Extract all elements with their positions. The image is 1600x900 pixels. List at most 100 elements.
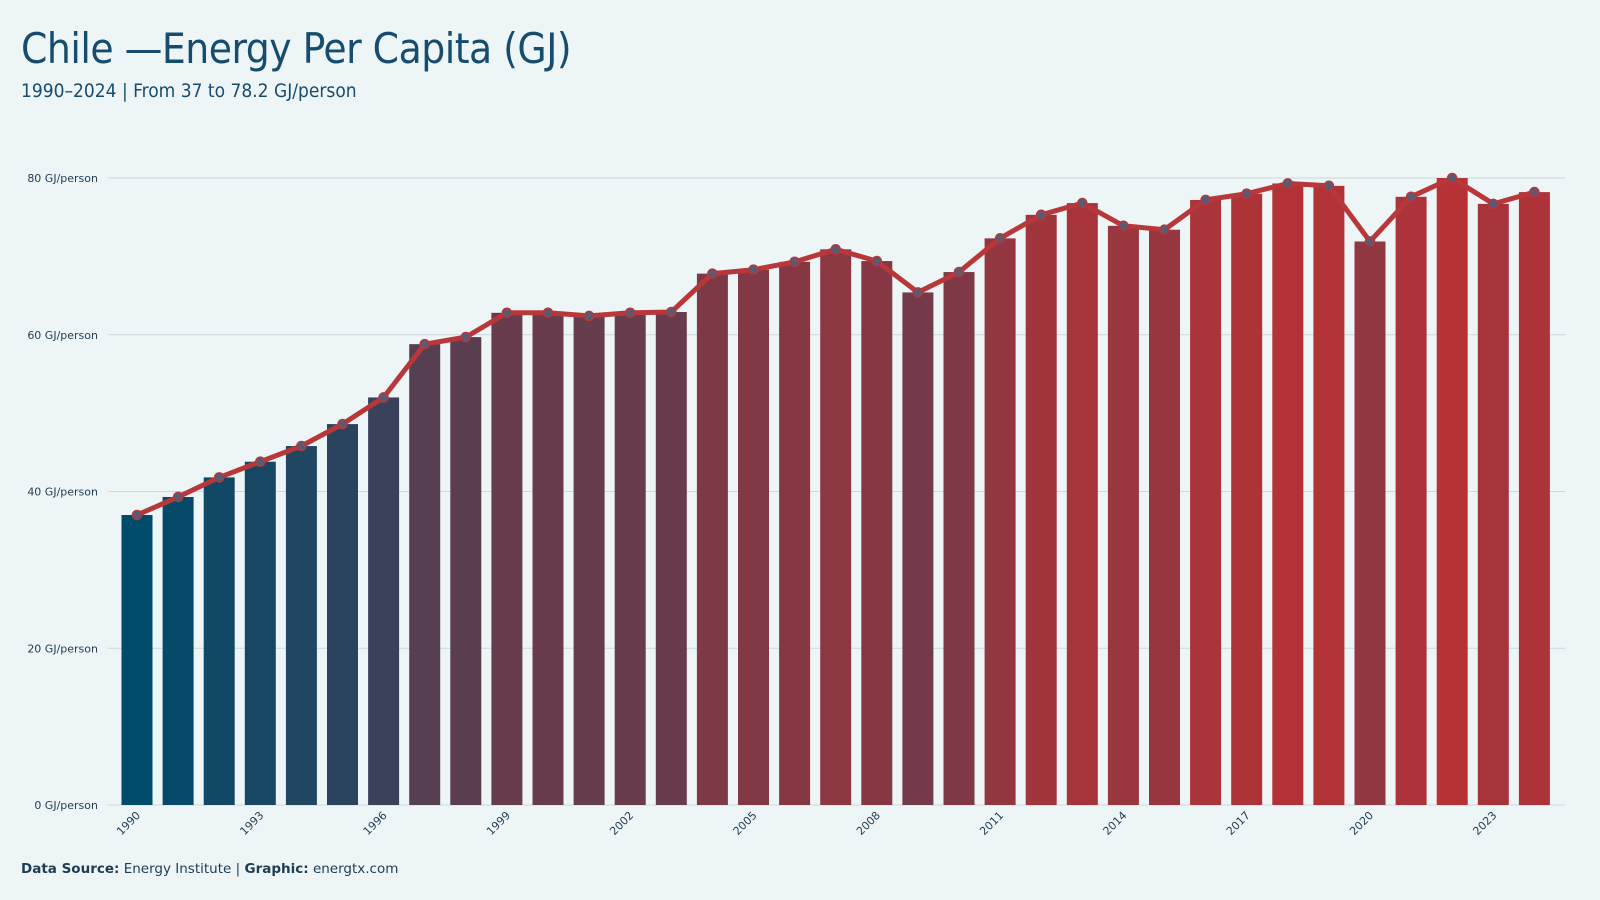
graphic-label: Graphic: [244,861,309,877]
chart-title: Chile —Energy Per Capita (GJ) [21,24,572,73]
source-value: Energy Institute [123,861,232,877]
data-point [1364,236,1376,247]
data-point [953,266,965,278]
bar [327,424,358,805]
bar [244,461,276,805]
bar [450,337,482,805]
data-point [1077,197,1088,209]
data-point [296,440,307,452]
data-point [830,244,842,255]
footer-separator: | [235,861,241,877]
x-tick-label: 2020 [1347,809,1376,838]
data-point [542,307,554,319]
bar [285,446,317,805]
bar [532,312,564,805]
source-label: Data Source: [21,861,120,877]
data-point [131,509,143,521]
y-axis-ticks: 0 GJ/person 20 GJ/person 40 GJ/person 60 GJ… [27,172,98,812]
data-point [912,287,924,298]
bar [820,249,852,806]
bar [984,238,1016,805]
bar [902,292,934,805]
data-point [624,307,636,319]
data-point [748,264,759,275]
bar [738,269,769,806]
bar [1107,225,1139,806]
bar [1395,196,1427,805]
x-tick-label: 1993 [237,809,266,838]
data-point [254,456,266,468]
bar [655,312,687,805]
x-tick-label: 2008 [854,809,883,838]
x-tick-label: 1999 [484,809,513,838]
x-tick-label: 2023 [1470,809,1499,838]
data-point [1241,188,1252,199]
data-point [583,310,595,322]
data-point [213,472,225,483]
bar [203,477,235,805]
bar [1231,193,1263,806]
y-tick-label: 0 GJ/person [34,799,98,812]
bar [573,315,605,805]
bar [1477,203,1509,805]
data-point [1323,180,1335,192]
x-axis-ticks: 1990 1993 1996 1999 2002 2005 2008 2011 2014 2017… [114,809,1499,838]
data-point [501,307,513,319]
data-point [172,491,184,503]
bar [409,344,441,805]
bar [368,397,400,805]
data-point [460,331,472,343]
x-tick-label: 1990 [114,809,143,838]
y-tick-label: 60 GJ/person [27,329,98,342]
data-point [1529,186,1540,198]
bar [1272,183,1304,805]
bar [162,496,194,805]
graphic-value: energtx.com [312,861,399,877]
bar [696,273,728,805]
x-tick-label: 2017 [1224,809,1253,838]
bars [121,178,1550,806]
y-tick-label: 20 GJ/person [27,642,98,655]
data-point [871,255,883,267]
bar [861,261,893,805]
data-point [1488,198,1499,210]
bar [1313,185,1345,805]
bar [779,261,811,806]
bar [491,312,523,805]
x-tick-label: 1996 [361,809,390,838]
data-point [1282,178,1294,189]
data-point [666,306,677,318]
y-tick-label: 80 GJ/person [27,172,98,185]
bar [1518,192,1550,806]
data-point [419,338,431,350]
bar [1066,203,1098,805]
data-point [378,392,389,403]
x-tick-label: 2011 [977,809,1006,838]
data-point [1118,220,1129,232]
bar [1025,214,1057,805]
bar [1149,229,1180,806]
chart-footer: Data Source: Energy Institute | Graphic:… [21,861,398,877]
x-tick-label: 2002 [607,809,636,838]
y-tick-label: 40 GJ/person [27,486,98,499]
bar [943,272,975,805]
bar [1354,241,1386,805]
data-point [337,418,348,430]
data-point [1200,194,1211,206]
chart-subtitle: 1990–2024 | From 37 to 78.2 GJ/person [21,80,357,102]
bar [1436,178,1468,805]
bar [1190,199,1222,805]
data-point [1446,172,1458,184]
bar [121,515,153,805]
x-tick-label: 2014 [1101,809,1130,838]
data-point [1035,209,1047,221]
data-point [994,233,1006,244]
bar [614,312,646,805]
markers [131,172,1540,521]
data-point [707,268,718,279]
data-point [1405,191,1417,203]
data-point [789,256,800,268]
x-tick-label: 2005 [731,809,760,838]
data-point [1159,224,1170,236]
